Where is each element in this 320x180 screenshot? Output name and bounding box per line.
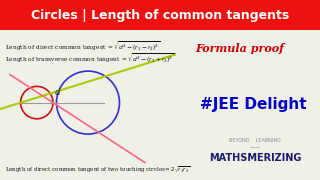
Text: MATHSMERIZING: MATHSMERIZING: [209, 153, 301, 163]
Text: #JEE Delight: #JEE Delight: [200, 98, 307, 112]
Text: d: d: [55, 88, 60, 97]
Text: Length of direct common tangent = $\sqrt{d^2-(r_1-r_2)^2}$: Length of direct common tangent = $\sqrt…: [5, 39, 160, 53]
Text: Length of transverse common tangent = $\sqrt{d^2-(r_1+r_2)^2}$: Length of transverse common tangent = $\…: [5, 51, 174, 65]
Text: Length of direct common tangent of two touching circles= $2\sqrt{r_1 r_2}$: Length of direct common tangent of two t…: [5, 165, 190, 175]
Text: ~~: ~~: [249, 145, 261, 151]
Bar: [0, 0, 320, 30]
Text: Circles | Length of common tangents: Circles | Length of common tangents: [31, 8, 289, 21]
Text: Formula proof: Formula proof: [195, 42, 284, 53]
Text: BEYOND    LEARNING: BEYOND LEARNING: [229, 138, 281, 143]
